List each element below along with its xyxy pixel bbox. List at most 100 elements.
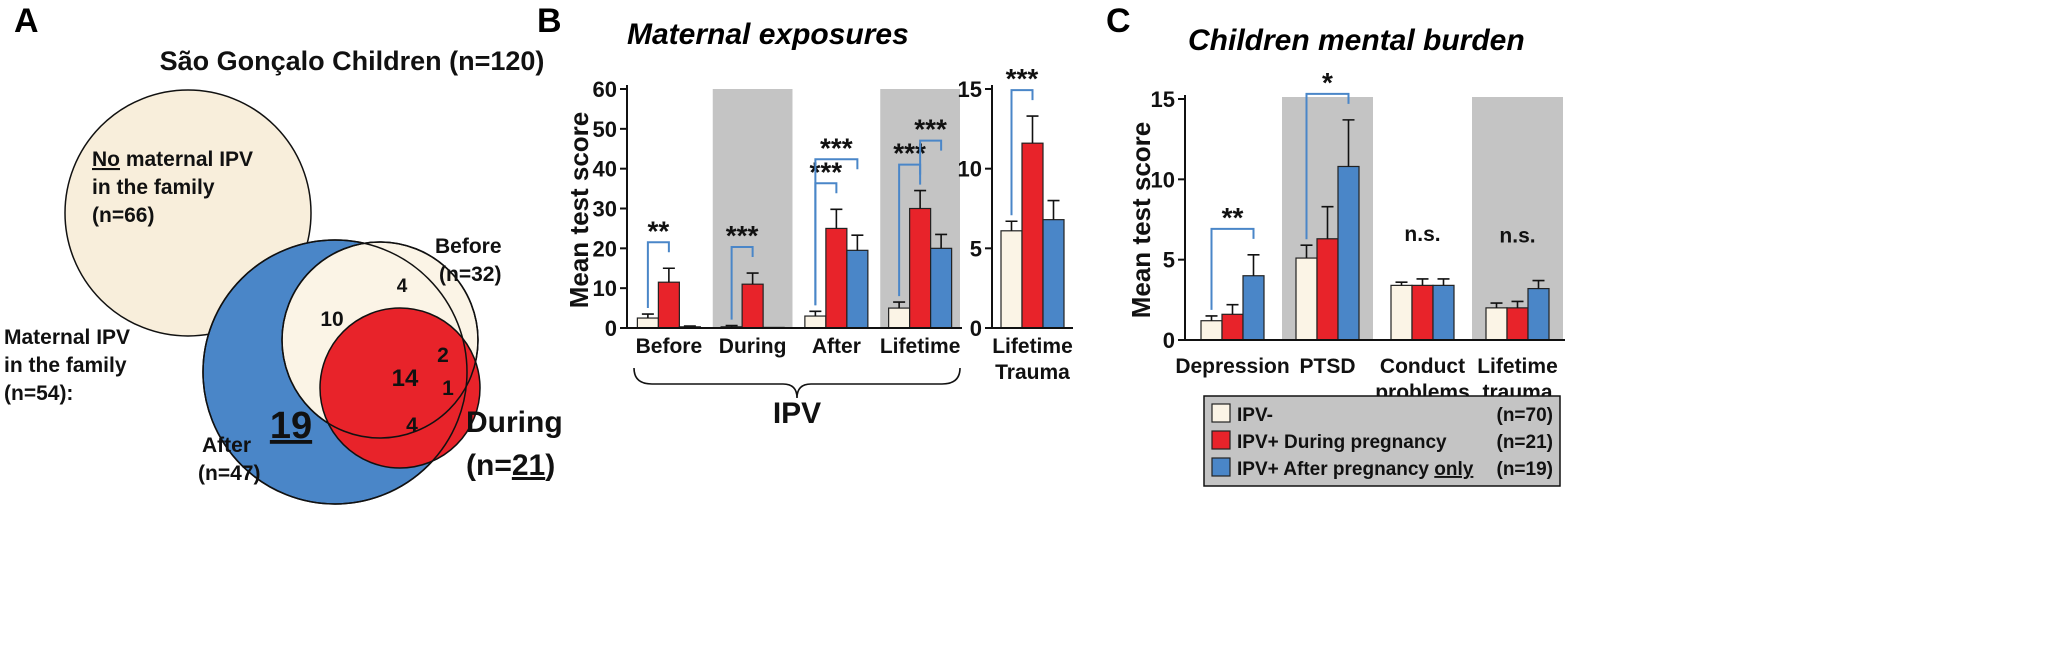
B-right-error-lifetime-trauma-ipv-after-pregnancy-only	[1047, 199, 1060, 220]
during-count-prefix: (n=	[466, 449, 512, 482]
B-left-error-during-ipv-during-pregnancy	[746, 272, 759, 285]
B-right-bracket-lifetime-trauma-0	[1010, 89, 1034, 216]
no-ipv-label: No maternal IPV	[92, 148, 253, 171]
B-left-significance-after-3: ***	[820, 132, 853, 163]
during-count-value: 21	[512, 449, 545, 482]
during-circle	[319, 307, 481, 469]
B-right-ytick-label-0: 0	[970, 316, 982, 341]
C-bracket-ptsd-1	[1305, 92, 1350, 240]
B-right-bar-lifetime-trauma-ipv-after-pregnancy-only	[1042, 219, 1065, 329]
B-left-ytick-label-20: 20	[593, 236, 617, 261]
region-before-after: 10	[320, 308, 343, 331]
C-annotation-lifetime-trauma: n.s.	[1499, 225, 1535, 248]
before-circle-outline	[281, 241, 479, 439]
B-left-bar-lifetime-ipv	[888, 307, 911, 329]
ipv-brace	[633, 367, 961, 399]
B-left-error-after-ipv-during-pregnancy	[830, 208, 843, 229]
C-error-depression-ipv	[1205, 315, 1218, 321]
C-bar-conduct-problems-ipv-after-pregnancy-only	[1432, 284, 1455, 341]
panel-c-letter: C	[1106, 2, 1131, 40]
C-error-depression-ipv-during-pregnancy	[1226, 303, 1239, 315]
panel-b-ylabel: Mean test score	[564, 112, 594, 309]
C-category-label-depression: Depression	[1175, 355, 1289, 378]
panel-c-ylabel: Mean test score	[1126, 122, 1156, 319]
C-bar-ptsd-ipv	[1295, 257, 1318, 341]
B-left-bar-after-ipv-after-pregnancy-only	[846, 249, 869, 329]
during-count-suffix: )	[545, 449, 555, 482]
B-left-error-lifetime-ipv	[893, 301, 906, 309]
C-bar-depression-ipv	[1200, 320, 1223, 341]
legend-label-ipv-neg: IPV-	[1237, 405, 1273, 426]
panel-b-title: Maternal exposures	[627, 18, 909, 51]
B-left-bar-lifetime-ipv-during-pregnancy	[909, 207, 932, 329]
panel-b-group-label: IPV	[773, 397, 821, 430]
legend-count-ipv-during: (n=21)	[1497, 432, 1554, 453]
C-category-label-ptsd: PTSD	[1299, 355, 1355, 378]
B-right-significance-lifetime-trauma-0: ***	[1006, 63, 1039, 94]
after-label: After	[202, 434, 251, 457]
legend-swatch-ipv-neg	[1211, 403, 1231, 423]
C-error-conduct-problems-ipv-during-pregnancy	[1416, 278, 1429, 286]
C-error-lifetime-trauma-ipv	[1490, 302, 1503, 308]
B-left-significance-lifetime-5: ***	[914, 114, 947, 145]
C-bar-conduct-problems-ipv	[1390, 284, 1413, 341]
C-error-lifetime-trauma-ipv-after-pregnancy-only	[1532, 279, 1545, 289]
B-left-category-label-lifetime: Lifetime	[880, 335, 961, 358]
B-left-bracket-lifetime-5	[919, 139, 943, 185]
C-bar-ptsd-ipv-during-pregnancy	[1316, 238, 1339, 341]
legend-label-ipv-after-main: IPV+ After pregnancy	[1237, 459, 1434, 480]
C-bar-depression-ipv-after-pregnancy-only	[1242, 275, 1265, 341]
C-ytick-label-0: 0	[1163, 328, 1175, 353]
region-before-during: 2	[437, 344, 449, 367]
C-bar-lifetime-trauma-ipv-after-pregnancy-only	[1527, 287, 1550, 341]
region-during-after: 4	[406, 414, 418, 437]
ipv-group-count: (n=54):	[4, 382, 73, 405]
B-left-bracket-after-3	[814, 158, 859, 306]
legend-count-ipv-neg: (n=70)	[1497, 405, 1554, 426]
B-left-error-lifetime-ipv-after-pregnancy-only	[935, 233, 948, 249]
region-before-only: 4	[397, 276, 408, 297]
B-left-bracket-during-1	[730, 246, 754, 320]
B-left-error-lifetime-ipv-during-pregnancy	[914, 189, 927, 209]
region-all-three: 14	[392, 365, 419, 392]
B-left-ytick-label-50: 50	[593, 117, 617, 142]
panel-b: B Maternal exposures 0102030405060Before…	[537, 2, 1073, 430]
B-left-bar-lifetime-ipv-after-pregnancy-only	[930, 247, 953, 329]
B-left-bar-before-ipv-during-pregnancy	[657, 281, 680, 329]
B-right-error-lifetime-trauma-ipv	[1005, 220, 1018, 231]
C-significance-ptsd-1: *	[1322, 67, 1333, 98]
B-right-bar-lifetime-trauma-ipv	[1000, 230, 1023, 329]
C-ytick-label-10: 10	[1151, 167, 1175, 192]
C-error-ptsd-ipv-after-pregnancy-only	[1342, 119, 1355, 167]
B-left-bar-during-ipv-during-pregnancy	[741, 283, 764, 329]
C-ytick-label-5: 5	[1163, 248, 1175, 273]
panel-a-letter: A	[14, 2, 39, 40]
C-error-depression-ipv-after-pregnancy-only	[1247, 254, 1260, 276]
B-left-category-label-during: During	[719, 335, 787, 358]
B-left-bar-before-ipv	[636, 317, 659, 329]
B-left-category-label-before: Before	[636, 335, 703, 358]
panel-b-letter: B	[537, 2, 562, 40]
B-left-significance-before-0: **	[647, 215, 669, 246]
C-bar-lifetime-trauma-ipv-during-pregnancy	[1506, 307, 1529, 341]
B-left-significance-during-1: ***	[726, 220, 759, 251]
B-left-error-during-ipv	[725, 324, 738, 327]
B-left-error-before-ipv	[641, 313, 654, 319]
B-left-ytick-label-40: 40	[593, 157, 617, 182]
B-right-category-label-lifetime-trauma-line2: Trauma	[995, 361, 1070, 384]
C-bar-lifetime-trauma-ipv	[1485, 307, 1508, 341]
B-left-error-before-ipv-during-pregnancy	[662, 267, 675, 283]
no-ipv-label-underlined: No	[92, 148, 120, 171]
before-count: (n=32)	[439, 263, 501, 286]
legend-label-ipv-during: IPV+ During pregnancy	[1237, 432, 1447, 453]
B-right-ytick-label-5: 5	[970, 236, 982, 261]
B-left-ytick-label-0: 0	[605, 316, 617, 341]
no-ipv-label-rest: maternal IPV	[120, 148, 253, 171]
panel-c-title: Children mental burden	[1188, 24, 1525, 57]
panel-a: A São Gonçalo Children (n=120) No matern…	[4, 2, 563, 505]
legend: IPV- IPV+ During pregnancy IPV+ After pr…	[1203, 395, 1561, 487]
C-significance-depression-0: **	[1222, 202, 1244, 233]
ipv-group-label-line2: in the family	[4, 354, 127, 377]
C-bracket-depression-0	[1210, 227, 1255, 310]
